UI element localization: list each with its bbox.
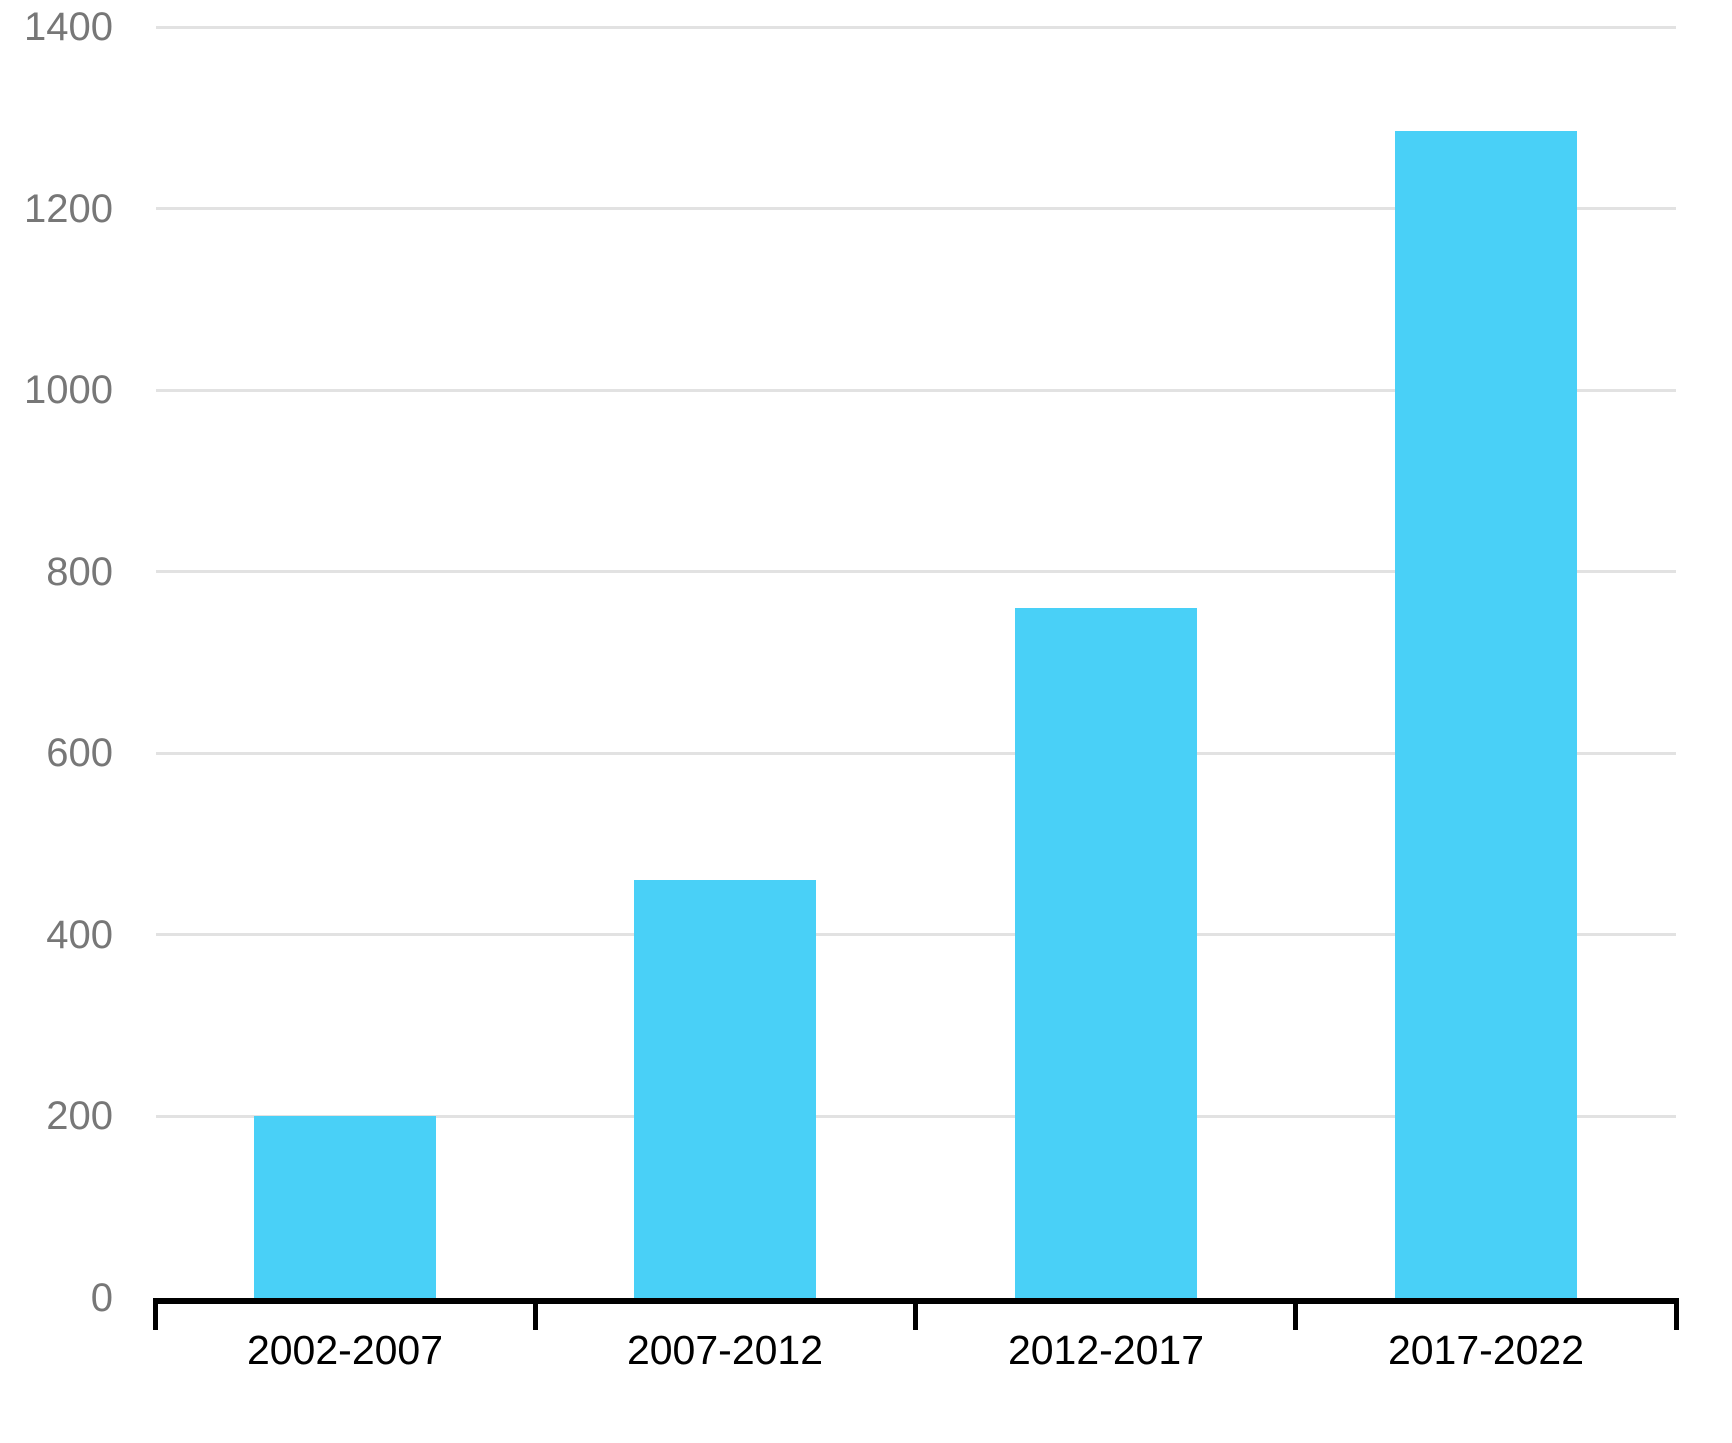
y-axis-tick-label: 400 [0,915,113,955]
y-axis-tick-label: 1000 [0,370,113,410]
x-axis-tick [153,1298,158,1330]
y-axis-tick-label: 1200 [0,189,113,229]
x-axis-tick [1293,1298,1298,1330]
y-axis-tick-label: 200 [0,1096,113,1136]
bar [634,880,816,1299]
bar [1395,131,1577,1299]
x-axis-tick [913,1298,918,1330]
bar [254,1116,436,1299]
x-axis-category-label: 2012-2017 [916,1330,1296,1371]
bar [1015,608,1197,1299]
x-axis-category-label: 2017-2022 [1296,1330,1676,1371]
x-axis-tick [1674,1298,1679,1330]
y-axis-tick-label: 1400 [0,7,113,47]
x-axis-category-label: 2002-2007 [155,1330,535,1371]
y-axis-tick-label: 800 [0,552,113,592]
y-axis-tick-label: 0 [0,1278,113,1318]
x-axis-category-label: 2007-2012 [535,1330,915,1371]
y-axis-tick-label: 600 [0,733,113,773]
bar-chart: 0 200 400 600 800 1000 1200 1400 2002-20072007-… [0,0,1732,1443]
gridline [156,26,1676,29]
x-axis-tick [533,1298,538,1330]
